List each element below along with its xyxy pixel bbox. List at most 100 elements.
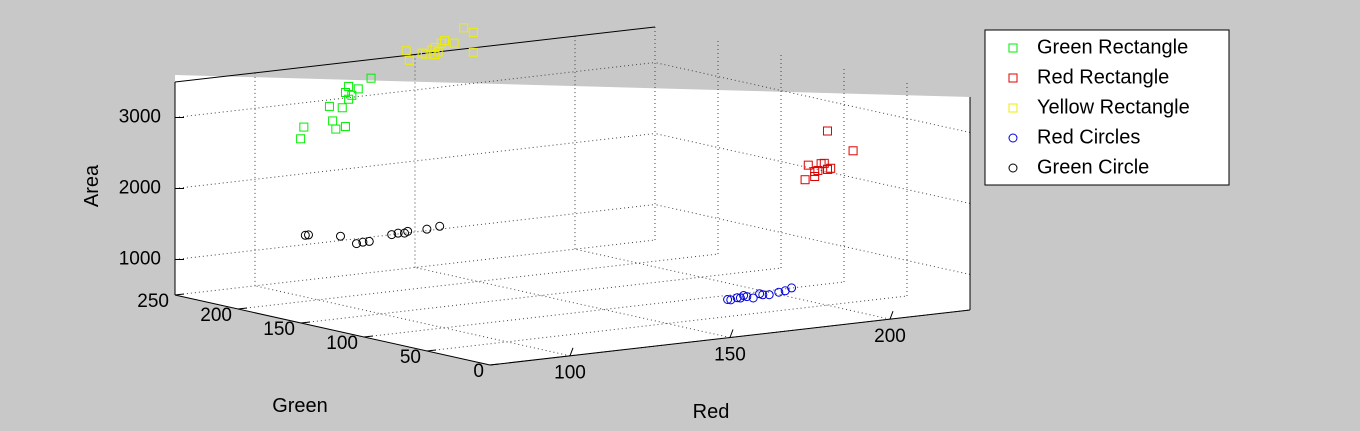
grid-line-x-floor: [254, 285, 571, 357]
data-point: [735, 293, 745, 303]
x-tick-label: 200: [874, 326, 906, 347]
y-axis-label: Green: [272, 395, 328, 417]
data-point: [433, 47, 443, 57]
data-point: [774, 287, 784, 297]
z-tick-label: 2000: [119, 178, 161, 199]
y-tick-label: 200: [200, 305, 232, 326]
series-1: [800, 126, 858, 185]
grid-line-z-backwall: [174, 62, 656, 118]
y-tick-mark: [174, 293, 185, 296]
y-tick-mark: [363, 335, 374, 338]
data-point: [726, 295, 736, 305]
data-point: [393, 228, 403, 238]
data-point: [810, 171, 820, 181]
top-back-edge-line: [174, 26, 656, 83]
grid-line-z-backwall: [174, 204, 656, 260]
data-point: [848, 146, 858, 156]
y-tick-label: 50: [400, 347, 421, 368]
data-point: [300, 230, 310, 240]
y-tick-mark: [237, 307, 248, 310]
legend-label: Red Rectangle: [1037, 66, 1169, 88]
grid-line-z-sidewall: [654, 62, 971, 133]
data-point: [417, 48, 427, 58]
legend-marker: [1008, 103, 1018, 113]
data-point: [296, 134, 306, 144]
grid-lines: [174, 27, 971, 366]
legend-marker: [1008, 133, 1018, 143]
data-point: [800, 175, 810, 185]
z-axis-label: Area: [81, 164, 103, 207]
data-point: [347, 90, 357, 100]
data-point: [364, 236, 374, 246]
legend-marker: [1008, 163, 1018, 173]
data-point: [822, 126, 832, 136]
data-point: [353, 84, 363, 94]
y-tick-mark: [300, 321, 311, 324]
grid-line-x-floor: [574, 248, 891, 320]
data-point: [822, 164, 832, 174]
legend-label: Green Rectangle: [1037, 36, 1188, 58]
legend-label: Yellow Rectangle: [1037, 96, 1190, 118]
data-point: [336, 231, 345, 241]
series-2: [401, 23, 478, 65]
data-point: [732, 293, 742, 303]
series-4: [300, 221, 445, 249]
data-point: [299, 122, 309, 132]
data-point: [304, 230, 313, 240]
data-point: [340, 122, 350, 132]
data-points: [296, 23, 858, 305]
data-point: [787, 283, 797, 293]
data-point: [435, 221, 445, 231]
data-point: [440, 36, 450, 46]
z-tick-label: 3000: [119, 107, 161, 128]
grid-line-x-floor: [414, 267, 731, 338]
grid-line-y-floor: [237, 253, 719, 310]
data-point: [331, 124, 341, 134]
data-point: [468, 47, 478, 57]
data-point: [813, 165, 823, 175]
x-tick-label: 150: [714, 344, 746, 365]
y-tick-label: 250: [137, 291, 169, 312]
grid-line-y-floor: [300, 267, 782, 324]
data-point: [430, 50, 440, 60]
y-tick-label: 0: [473, 361, 484, 382]
data-point: [764, 290, 774, 300]
grid-line-y-floor: [363, 281, 845, 338]
data-point: [366, 73, 376, 83]
data-point: [324, 101, 334, 111]
grid-line-z-sidewall: [654, 204, 971, 275]
data-point: [352, 239, 361, 249]
data-point: [468, 27, 478, 37]
data-point: [344, 81, 354, 91]
x-tick-label: 100: [554, 363, 586, 384]
data-point: [826, 163, 836, 173]
legend-box: [984, 29, 1230, 186]
data-point: [436, 38, 446, 48]
legend-marker: [1008, 73, 1018, 83]
data-point: [748, 293, 758, 303]
y-tick-mark: [426, 349, 437, 352]
y-tick-label: 150: [263, 319, 295, 340]
y-tick-label: 100: [326, 333, 358, 354]
grid-line-z-sidewall: [654, 133, 971, 204]
x-axis-label: Red: [693, 401, 730, 423]
data-point: [337, 103, 347, 113]
data-point: [340, 87, 350, 97]
y-axis-line: [174, 294, 491, 366]
x-tick-mark: [729, 329, 734, 338]
grid-line-y-floor: [174, 239, 656, 296]
legend-marker: [1008, 43, 1018, 53]
legend: Green Rectangle Red Rectangle Yellow Recta…: [984, 29, 1230, 186]
data-point: [358, 237, 368, 247]
x-tick-mark: [569, 347, 574, 357]
grid-line-z-backwall: [174, 133, 656, 189]
axes-background: [175, 75, 970, 365]
data-point: [723, 295, 733, 304]
data-point: [803, 160, 813, 170]
grid-line-y-floor: [426, 295, 908, 352]
data-point: [422, 224, 432, 234]
data-point: [459, 23, 469, 33]
y-tick-mark: [489, 363, 500, 366]
